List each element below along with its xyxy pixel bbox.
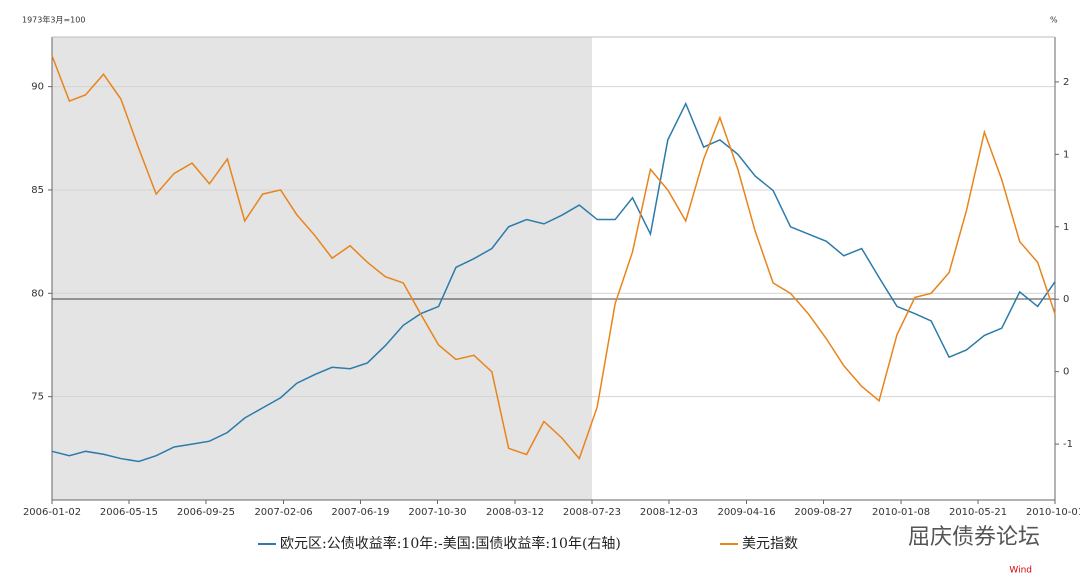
- x-tick-label: 2010-05-21: [949, 507, 1007, 518]
- right-axis-label: %: [1050, 16, 1058, 25]
- y2-tick-label: -1: [1063, 439, 1073, 450]
- x-tick-label: 2008-07-23: [563, 507, 621, 518]
- x-tick-label: 2010-10-01: [1026, 507, 1080, 518]
- x-tick-label: 2009-04-16: [717, 507, 775, 518]
- y-tick-label: 75: [31, 392, 44, 403]
- y2-tick-label: 0: [1063, 367, 1069, 378]
- x-tick-label: 2007-10-30: [408, 507, 466, 518]
- y-tick-label: 90: [31, 82, 44, 93]
- x-tick-label: 2006-01-02: [23, 507, 81, 518]
- left-axis-label: 1973年3月=100: [22, 15, 85, 25]
- y-tick-label: 80: [31, 288, 44, 299]
- legend-label: 美元指数: [742, 536, 798, 552]
- x-tick-label: 2008-03-12: [486, 507, 544, 518]
- y2-tick-label: 0: [1063, 294, 1069, 305]
- watermark: 屈庆债券论坛: [908, 525, 1040, 550]
- x-tick-label: 2006-09-25: [177, 507, 235, 518]
- x-tick-label: 2007-06-19: [331, 507, 389, 518]
- source: Wind: [1009, 566, 1032, 576]
- x-tick-label: 2008-12-03: [640, 507, 698, 518]
- shaded-range: [52, 37, 592, 500]
- series-line: [51, 55, 1056, 461]
- series-line: [51, 101, 1056, 463]
- y2-tick-label: 1: [1063, 222, 1069, 233]
- y-tick-label: 85: [31, 185, 44, 196]
- x-tick-label: 2007-02-06: [254, 507, 312, 518]
- y2-tick-label: 1: [1063, 149, 1069, 160]
- x-tick-label: 2009-08-27: [794, 507, 852, 518]
- x-tick-label: 2010-01-08: [872, 507, 930, 518]
- legend-label: 欧元区:公债收益率:10年:-美国:国债收益率:10年(右轴): [280, 535, 621, 552]
- y2-tick-label: 2: [1063, 77, 1069, 88]
- x-tick-label: 2006-05-15: [100, 507, 158, 518]
